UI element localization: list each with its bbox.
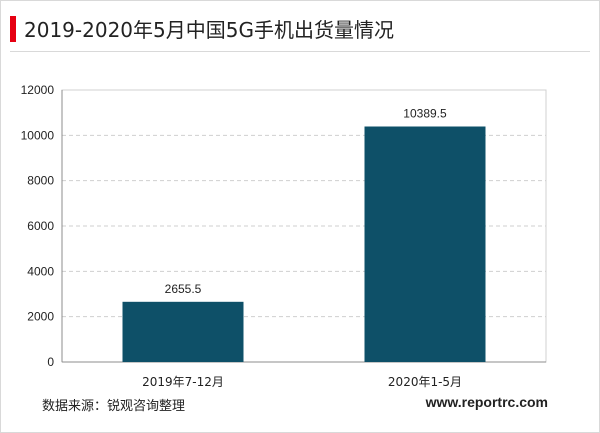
y-tick-label: 12000 <box>21 83 55 97</box>
y-tick-label: 10000 <box>21 128 55 142</box>
x-category-labels: 2019年7-12月 2020年1-5月 <box>142 375 462 389</box>
x-category-label: 2019年7-12月 <box>142 375 224 389</box>
y-tick-labels: 0 2000 4000 6000 8000 10000 12000 <box>21 83 55 369</box>
data-labels: 2655.5 10389.5 <box>165 107 447 296</box>
data-label: 10389.5 <box>403 107 447 121</box>
x-category-label: 2020年1-5月 <box>388 375 462 389</box>
y-tick-label: 2000 <box>27 310 54 324</box>
website-link[interactable]: www.reportrc.com <box>425 394 548 410</box>
y-tick-label: 6000 <box>27 219 54 233</box>
bar <box>364 126 486 362</box>
title-divider <box>10 51 590 52</box>
y-tick-label: 4000 <box>27 264 54 278</box>
bar <box>122 301 244 362</box>
page-title: 2019-2020年5月中国5G手机出货量情况 <box>24 18 394 42</box>
y-tick-label: 0 <box>47 355 54 369</box>
data-label: 2655.5 <box>165 282 202 296</box>
bars <box>122 126 486 362</box>
title-accent-bar <box>10 16 16 42</box>
y-tick-label: 8000 <box>27 174 54 188</box>
data-source: 数据来源：锐观咨询整理 <box>42 399 186 414</box>
